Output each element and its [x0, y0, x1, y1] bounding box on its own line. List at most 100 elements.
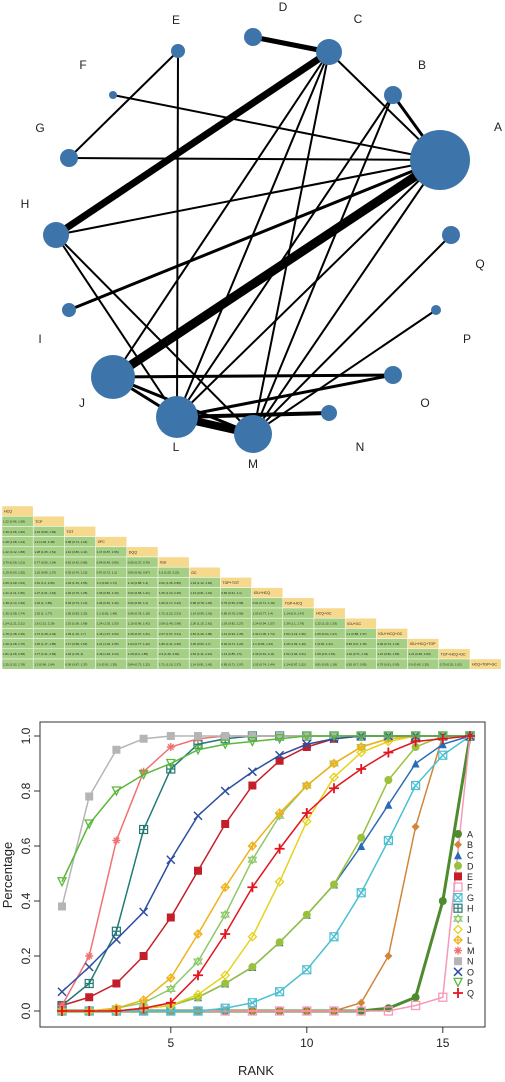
node-Q — [442, 226, 460, 244]
series-I — [57, 730, 475, 1017]
league-cell-value: 1.33 (0.91, 2.11) — [253, 652, 275, 656]
point-E-10 — [302, 743, 311, 751]
legend-label-B: B — [467, 840, 473, 850]
point-L-12 — [356, 742, 367, 752]
point-N-1 — [58, 902, 66, 911]
league-cell-value: 1.17 (0.87, 1.56) — [97, 550, 119, 554]
league-cell-value: 1.78 (1.38, 2.36) — [3, 632, 25, 636]
league-cell-value: 1.12 (0.94, 1.35) — [221, 632, 243, 636]
point-Q-13 — [383, 747, 394, 758]
point-M-3 — [112, 836, 121, 845]
point-H-2 — [84, 978, 94, 989]
node-L — [156, 396, 198, 438]
league-diagonal-label: IGU+HCQ — [254, 591, 271, 595]
point-G-6 — [193, 1006, 203, 1016]
series-line-H — [61, 735, 470, 1007]
league-cell-value: 1.21 (0.82, 1.83) — [409, 652, 431, 656]
league-cell-value: 1.15 (0.85, 1.57) — [34, 571, 56, 575]
league-cell-value: 1.13 (0.91, 1.31) — [190, 591, 212, 595]
league-cell-value: 1.21 (1.03, 1.55) — [97, 642, 119, 646]
x-tick-label: 5 — [167, 1036, 174, 1050]
point-J-10 — [301, 816, 312, 827]
point-Q-1 — [57, 1006, 67, 1016]
league-cell-value: 1.24 (1.03, 1.53) — [97, 622, 119, 626]
league-cell-value: 0.81 (0.65, 1.18) — [315, 662, 337, 666]
point-O-3 — [111, 934, 121, 945]
league-cell-value: 0.96 (0.78, 1.18) — [128, 611, 150, 615]
league-cell-value: 1 (0.81, 1.21) — [315, 642, 333, 646]
league-cell-value: 2.08 (1.49, 2.98) — [159, 622, 181, 626]
point-E-4 — [139, 952, 148, 960]
point-E-7 — [221, 820, 230, 828]
node-label-P: P — [463, 332, 471, 346]
league-cell-value: 1.56 (1.29, 1.54) — [3, 581, 25, 585]
league-diagonal-label: TGT+HCQ+GC — [441, 652, 466, 656]
edge-F-A — [112, 94, 441, 161]
point-Q-2 — [84, 1006, 95, 1016]
series-L — [57, 731, 475, 1016]
point-H-3 — [111, 926, 122, 936]
legend-marker-L — [453, 935, 463, 945]
point-F-13 — [383, 1006, 394, 1016]
point-Q-14 — [410, 736, 421, 747]
series-line-I — [62, 735, 470, 1012]
league-cell-value: 1.2 (1.06, 1.38) — [34, 540, 54, 544]
point-N-6 — [194, 732, 202, 740]
league-cell-value: 1.49 (1.28, 1.76) — [3, 642, 25, 646]
league-cell-value: 1.39 (1.1, 1.79) — [284, 622, 304, 626]
league-cell-value: 1.14 (0.9, 1.47) — [284, 611, 304, 615]
point-N-8 — [248, 732, 257, 740]
point-L-11 — [329, 758, 339, 769]
x-tick-label: 10 — [300, 1036, 314, 1050]
point-N-5 — [166, 732, 175, 740]
point-D-8 — [248, 963, 257, 971]
point-F-9 — [274, 1006, 285, 1016]
point-P-12 — [356, 731, 367, 742]
league-cell-value: 1.51 (1.2, 2.00) — [34, 581, 54, 585]
point-F-15 — [438, 992, 448, 1002]
node-label-E: E — [172, 13, 180, 27]
series-D — [58, 732, 474, 1015]
league-cell-value: 0.94 (0.71, 1.24) — [221, 642, 243, 646]
league-cell-value: 1.25 (0.93, 1.7) — [190, 642, 210, 646]
league-cell-value: 1.74 (1.28, 2.42) — [34, 632, 56, 636]
node-label-N: N — [356, 440, 365, 454]
point-D-13 — [384, 776, 393, 784]
point-P-9 — [274, 734, 285, 745]
point-P-6 — [192, 745, 204, 756]
league-cell-value: 1.1 (0.88, 1.37) — [346, 632, 366, 636]
point-I-6 — [193, 956, 203, 967]
league-cell-value: 1.01 (0.71, 1.43) — [346, 652, 368, 656]
point-I-8 — [247, 854, 258, 865]
series-line-J — [62, 735, 470, 1012]
league-cell-value: 1.6 (1.21, 2.19) — [34, 622, 54, 626]
league-cell-value: 1.28 (1.08, 1.43) — [3, 540, 25, 544]
league-diagonal-label: HCQ+GC — [316, 612, 332, 616]
axes: 0.0 0.2 0.4 0.6 0.8 1.0 5 10 15 RANK Percentage — [0, 727, 450, 1078]
point-C-13 — [384, 800, 393, 809]
point-M-5 — [166, 743, 175, 751]
point-E-3 — [112, 979, 121, 988]
node-label-O: O — [420, 396, 429, 410]
legend-marker-J — [453, 924, 463, 935]
point-P-4 — [138, 769, 149, 780]
point-C-14 — [411, 759, 420, 768]
point-Q-5 — [165, 997, 176, 1008]
legend-label-I: I — [467, 914, 470, 924]
league-diagonal-label: XFC — [98, 540, 106, 544]
point-F-12 — [356, 1006, 366, 1016]
league-table: HCQ TCP 1.22 (0.96, 1.58) TGT 1.39 (1.06, 1.… — [1, 505, 502, 670]
league-cell-value: 1.06 (0.81, 1.32) — [97, 601, 119, 605]
league-cell-value: 0.64 (0.46, 0.83) — [97, 560, 119, 564]
point-P-14 — [410, 731, 421, 742]
league-cell-value: 0.77 (0.55, 1.04) — [34, 560, 56, 564]
legend-label-H: H — [467, 904, 474, 914]
series-line-N — [61, 735, 470, 907]
point-L-6 — [193, 929, 203, 939]
series-A — [58, 732, 474, 1015]
league-cell-value: 1.14 (0.87, 1.52) — [284, 662, 306, 666]
league-cell-value: 1.06 (0.84, 1.33) — [97, 591, 119, 595]
league-cell-value: 1.1 (0.84, 1.43) — [253, 642, 273, 646]
point-P-5 — [165, 758, 176, 769]
point-J-5 — [165, 1000, 176, 1011]
